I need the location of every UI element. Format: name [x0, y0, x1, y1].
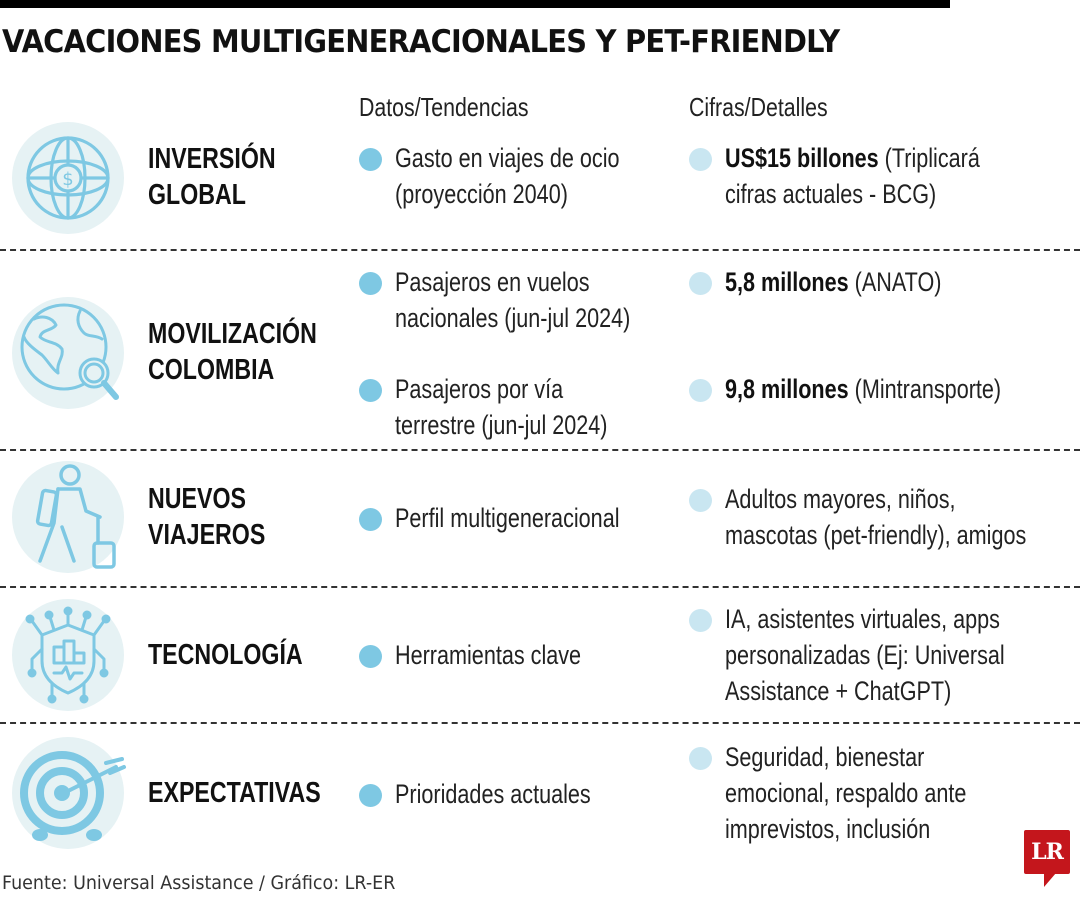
row-divider: [0, 722, 1080, 724]
bullet-icon: [359, 272, 382, 295]
target-arrow-icon: [12, 737, 126, 849]
column-header-datos: Datos/Tendencias: [359, 92, 529, 122]
bullet-icon: [359, 148, 382, 171]
svg-text:$: $: [62, 169, 73, 190]
bullet-icon: [359, 645, 382, 668]
category-label: TECNOLOGÍA: [148, 639, 303, 671]
source-footer: Fuente: Universal Assistance / Gráfico: …: [2, 872, 396, 894]
bullet-icon: [689, 379, 712, 402]
bullet-icon: [689, 747, 712, 770]
tech-shield-circuit-icon: [12, 599, 124, 711]
bullet-icon: [359, 508, 382, 531]
row-divider: [0, 586, 1080, 588]
top-rule: [0, 0, 950, 8]
category-label: EXPECTATIVAS: [148, 777, 321, 809]
infographic-title: VACACIONES MULTIGENERACIONALES Y PET-FRI…: [2, 24, 840, 60]
bullet-icon: [689, 489, 712, 512]
globe-magnifier-icon: [12, 297, 124, 409]
row-divider: [0, 449, 1080, 451]
bullet-icon: [689, 609, 712, 632]
bullet-icon: [359, 379, 382, 402]
category-label: MOVILIZACIÓN COLOMBIA: [148, 318, 317, 386]
lr-logo: LR: [1024, 830, 1070, 874]
row-divider: [0, 249, 1080, 251]
column-header-cifras: Cifras/Detalles: [689, 92, 828, 122]
globe-dollar-icon: $: [12, 122, 124, 234]
category-label: NUEVOS VIAJEROS: [148, 483, 266, 551]
bullet-icon: [689, 148, 712, 171]
bullet-icon: [689, 272, 712, 295]
bullet-icon: [359, 784, 382, 807]
category-label: INVERSIÓN GLOBAL: [148, 143, 276, 211]
lr-logo-speech-tail: [1044, 873, 1056, 887]
traveler-luggage-icon: [12, 461, 124, 573]
